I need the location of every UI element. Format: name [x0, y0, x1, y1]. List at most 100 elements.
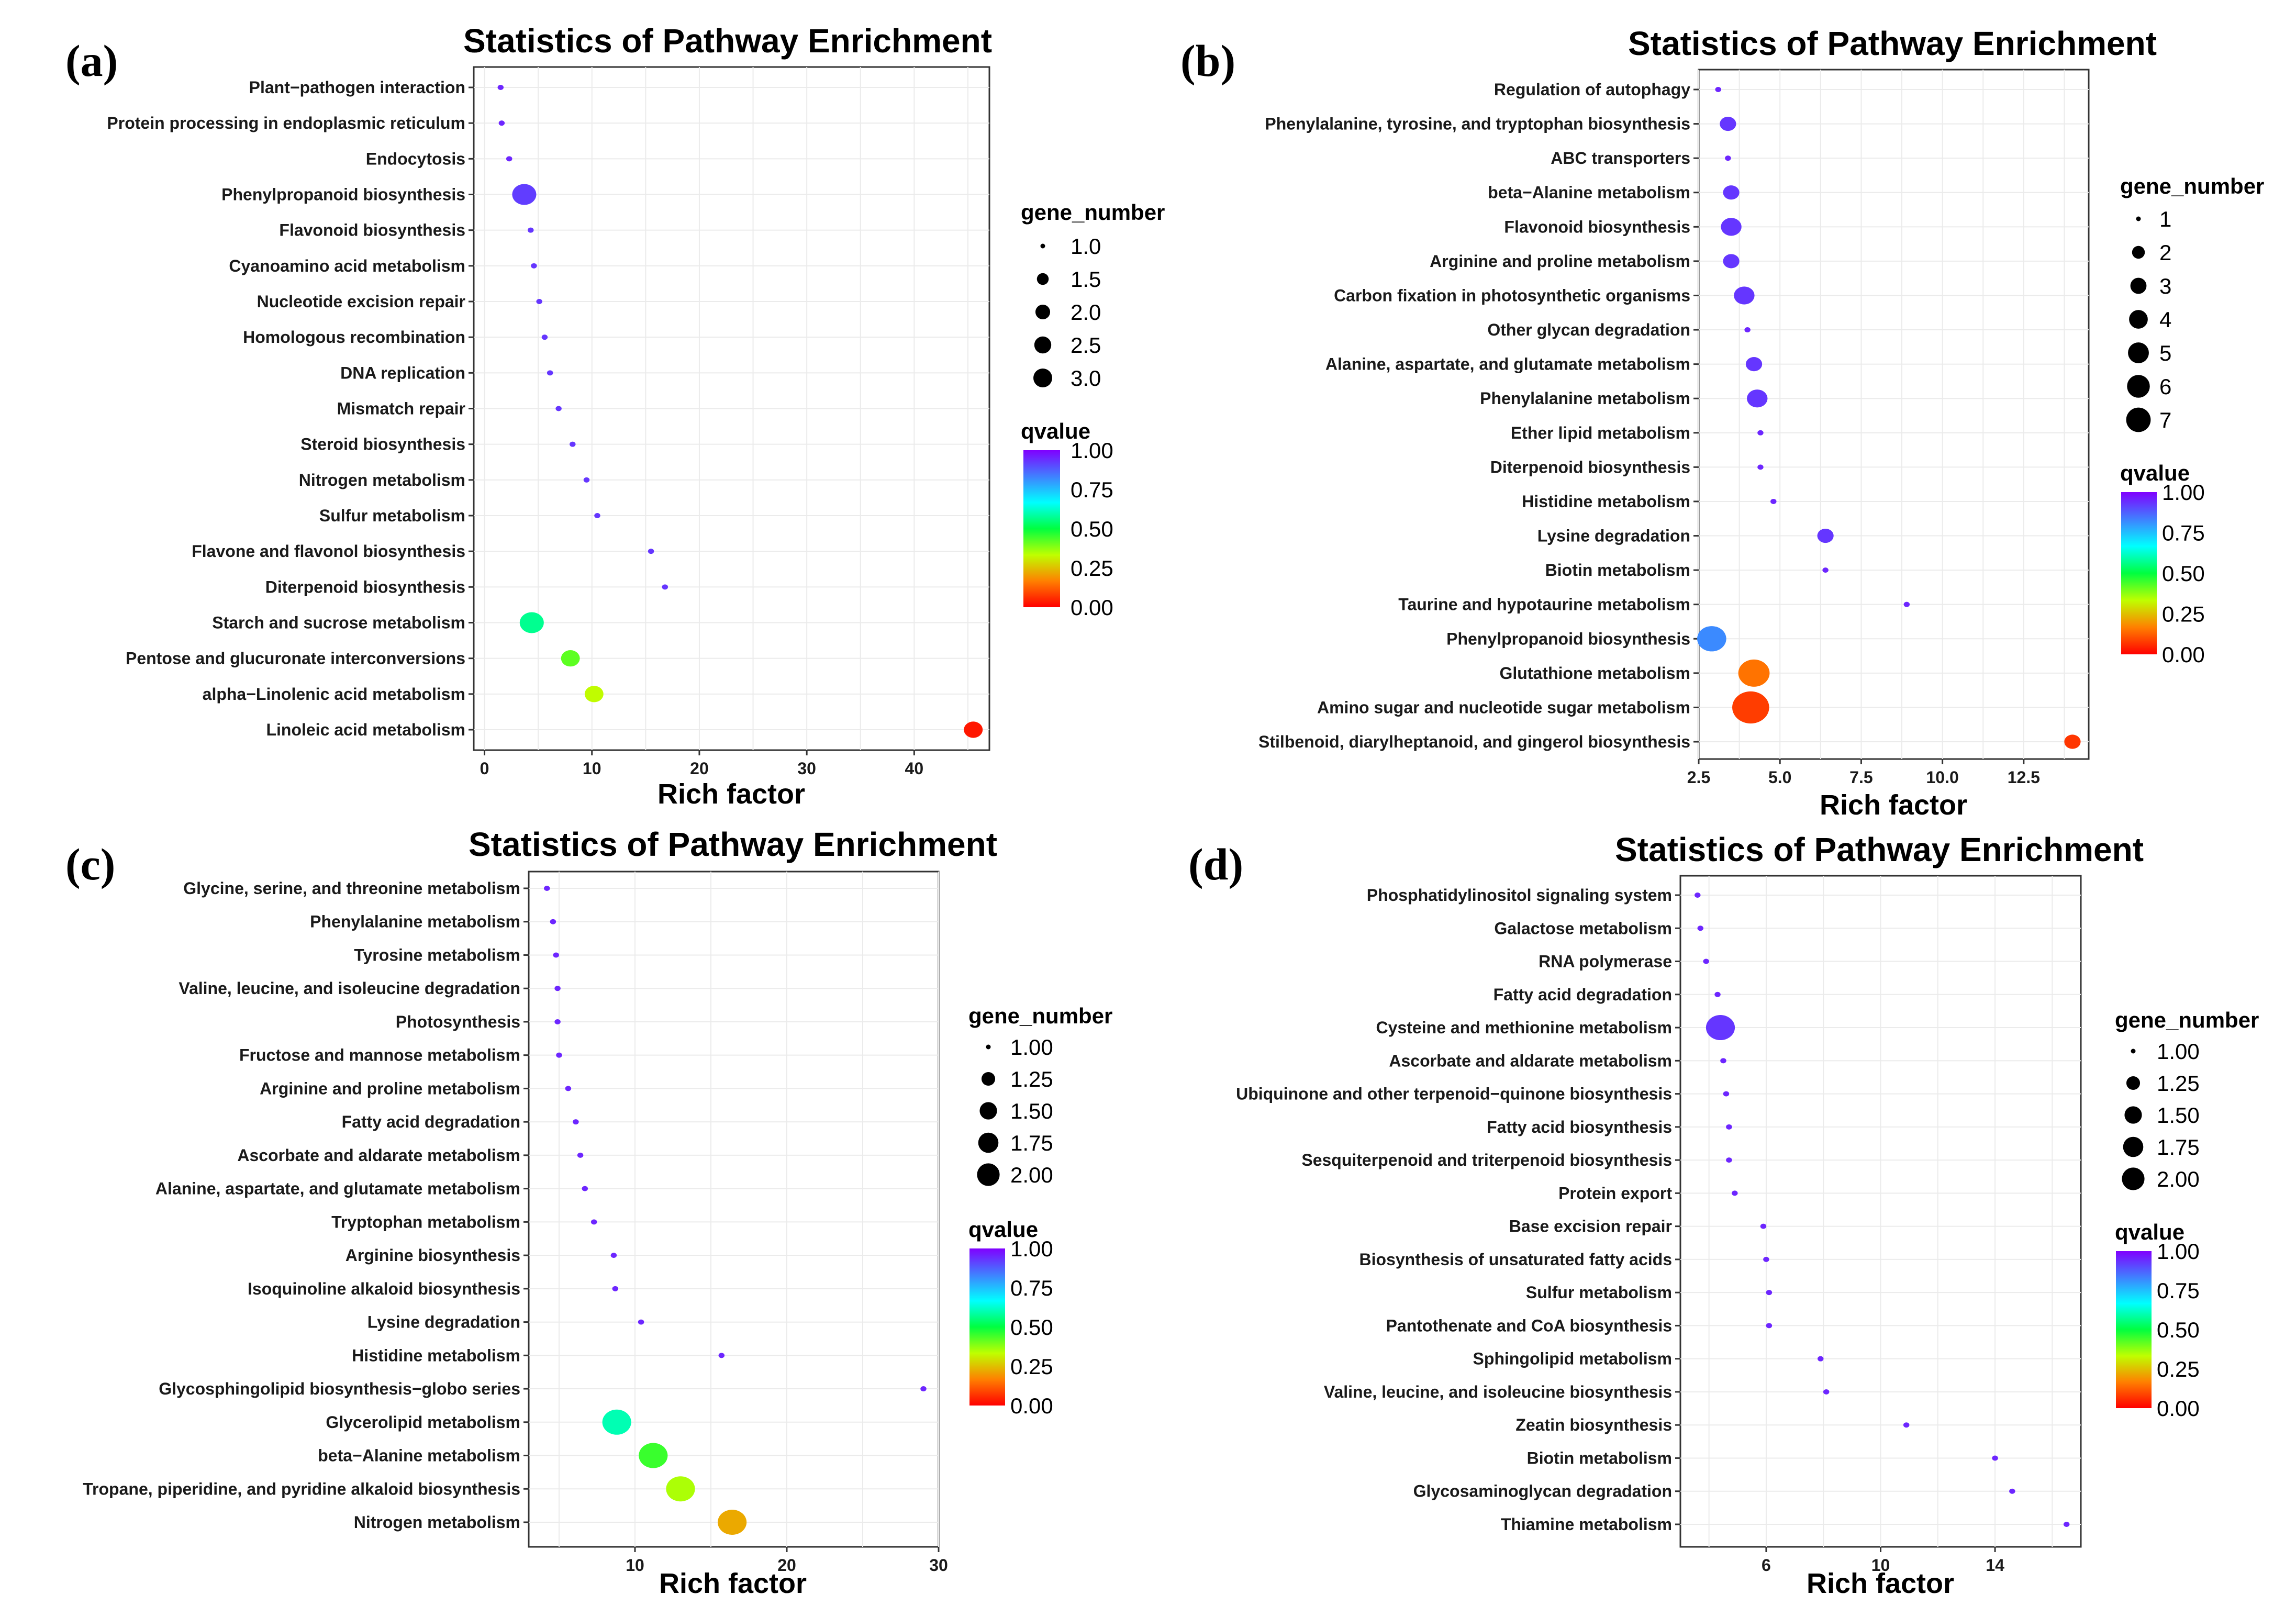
data-point: [1726, 1124, 1732, 1130]
data-point: [553, 952, 559, 958]
color-legend-label: 0.25: [2157, 1357, 2200, 1381]
data-point: [497, 85, 504, 90]
x-axis-label: Rich factor: [657, 778, 805, 810]
size-legend-dot: [2124, 1106, 2142, 1124]
data-point: [594, 513, 600, 518]
category-label: Ether lipid metabolism: [1511, 423, 1690, 442]
category-label: Tryptophan metabolism: [331, 1212, 520, 1231]
data-point: [718, 1353, 725, 1358]
size-legend: gene_number 1 2 3 4 5 6 7: [2120, 174, 2264, 432]
size-legend-dot: [2129, 310, 2148, 329]
data-point: [1822, 567, 1829, 573]
data-point: [573, 1119, 579, 1125]
color-legend-label: 0.50: [2162, 561, 2205, 586]
category-label: Alanine, aspartate, and glutamate metabo…: [1325, 355, 1690, 374]
data-point: [1766, 1290, 1773, 1296]
x-tick-label: 2.5: [1687, 768, 1710, 787]
data-point: [610, 1253, 617, 1258]
category-label: Phenylalanine metabolism: [1480, 389, 1690, 408]
category-label: alpha−Linolenic acid metabolism: [203, 685, 465, 704]
size-legend-dot: [2126, 1076, 2141, 1090]
category-label: Homologous recombination: [243, 328, 465, 347]
panel-letter: (b): [1180, 36, 1235, 86]
plot-area: [528, 871, 940, 1548]
category-label: Nitrogen metabolism: [299, 471, 465, 489]
x-axis-label: Rich factor: [1807, 1568, 1954, 1599]
data-point: [1766, 1323, 1773, 1329]
category-label: Glutathione metabolism: [1500, 664, 1690, 683]
x-ticks: 2.5 5.0 7.5 10.0 12.5: [1687, 759, 2040, 787]
category-label: Flavonoid biosynthesis: [1504, 217, 1690, 236]
color-legend-label: 0.50: [1071, 517, 1113, 541]
category-label: Diterpenoid biosynthesis: [265, 577, 465, 596]
size-legend-dot: [977, 1163, 1000, 1186]
qvalue-colorbar: [2116, 1251, 2152, 1408]
color-legend-title: qvalue: [968, 1217, 1038, 1242]
size-legend-dot: [979, 1102, 997, 1120]
data-point: [547, 370, 553, 376]
x-tick-label: 6: [1762, 1556, 1771, 1575]
category-labels: Glycine, serine, and threonine metabolis…: [83, 879, 529, 1532]
x-ticks: 0 10 20 30 40: [480, 750, 924, 778]
category-label: Plant−pathogen interaction: [249, 78, 465, 97]
category-label: Phenylpropanoid biosynthesis: [221, 185, 465, 204]
color-legend-label: 1.00: [1071, 438, 1113, 463]
color-legend-label: 0.50: [1010, 1315, 1053, 1340]
size-legend-dot: [1035, 304, 1051, 320]
x-tick-label: 10: [583, 759, 601, 778]
size-legend-title: gene_number: [968, 1003, 1112, 1028]
data-point: [528, 227, 534, 233]
gridlines: [529, 872, 939, 1547]
data-point: [1706, 1015, 1735, 1041]
panel-a: (a) Statistics of Pathway Enrichment Pla…: [65, 22, 1165, 810]
data-point: [1723, 185, 1740, 200]
color-legend: qvalue 1.00 0.75 0.50 0.25 0.00: [2115, 1220, 2200, 1421]
data-points: [1697, 87, 2081, 749]
data-point: [590, 1219, 597, 1225]
category-label: Glycerolipid metabolism: [326, 1413, 520, 1432]
size-legend-label: 2.00: [1010, 1163, 1053, 1187]
size-legend-label: 1.75: [2157, 1135, 2200, 1159]
data-points: [1695, 893, 2070, 1527]
color-legend-label: 0.75: [1071, 477, 1113, 502]
category-label: Lysine degradation: [1537, 527, 1690, 545]
category-label: Glycosaminoglycan degradation: [1413, 1482, 1672, 1501]
category-label: Other glycan degradation: [1487, 320, 1690, 339]
size-legend: gene_number 1.0 1.5 2.0 2.5 3.0: [1021, 200, 1165, 391]
category-label: beta−Alanine metabolism: [318, 1446, 520, 1465]
category-label: Sphingolipid metabolism: [1473, 1350, 1672, 1368]
color-legend: qvalue 1.00 0.75 0.50 0.25 0.00: [2120, 461, 2205, 667]
data-point: [1720, 117, 1736, 131]
qvalue-colorbar: [969, 1248, 1005, 1406]
data-point: [1763, 1256, 1769, 1262]
x-tick-label: 20: [690, 759, 709, 778]
size-legend-dot: [2126, 407, 2151, 432]
category-label: Cyanoamino acid metabolism: [229, 256, 465, 275]
category-label: Lysine degradation: [367, 1313, 520, 1332]
data-point: [561, 650, 580, 667]
panel-c: (c) Statistics of Pathway Enrichment Gly…: [65, 826, 1112, 1599]
color-legend-title: qvalue: [1021, 419, 1090, 443]
category-label: Flavonoid biosynthesis: [279, 221, 465, 240]
size-legend-items: 1 2 3 4 5 6 7: [2126, 207, 2171, 432]
category-label: Glycosphingolipid biosynthesis−globo ser…: [159, 1379, 520, 1398]
color-legend: qvalue 1.00 0.75 0.50 0.25 0.00: [1021, 419, 1113, 620]
category-label: Tyrosine metabolism: [354, 945, 520, 964]
category-label: Ascorbate and aldarate metabolism: [1389, 1051, 1672, 1070]
data-point: [554, 1019, 561, 1024]
category-label: Alanine, aspartate, and glutamate metabo…: [155, 1179, 520, 1198]
data-point: [498, 120, 505, 126]
data-point: [1903, 1422, 1910, 1428]
data-point: [565, 1086, 572, 1091]
size-legend-label: 2.0: [1071, 300, 1101, 325]
color-legend-label: 0.25: [1071, 556, 1113, 581]
color-legend-title: qvalue: [2115, 1220, 2184, 1244]
color-legend-label: 0.75: [2162, 521, 2205, 545]
x-tick-label: 10: [626, 1556, 644, 1575]
size-legend-dot: [1040, 243, 1045, 249]
data-point: [718, 1510, 747, 1535]
x-tick-label: 40: [905, 759, 924, 778]
color-legend-label: 0.75: [2157, 1278, 2200, 1303]
data-point: [2064, 734, 2081, 749]
